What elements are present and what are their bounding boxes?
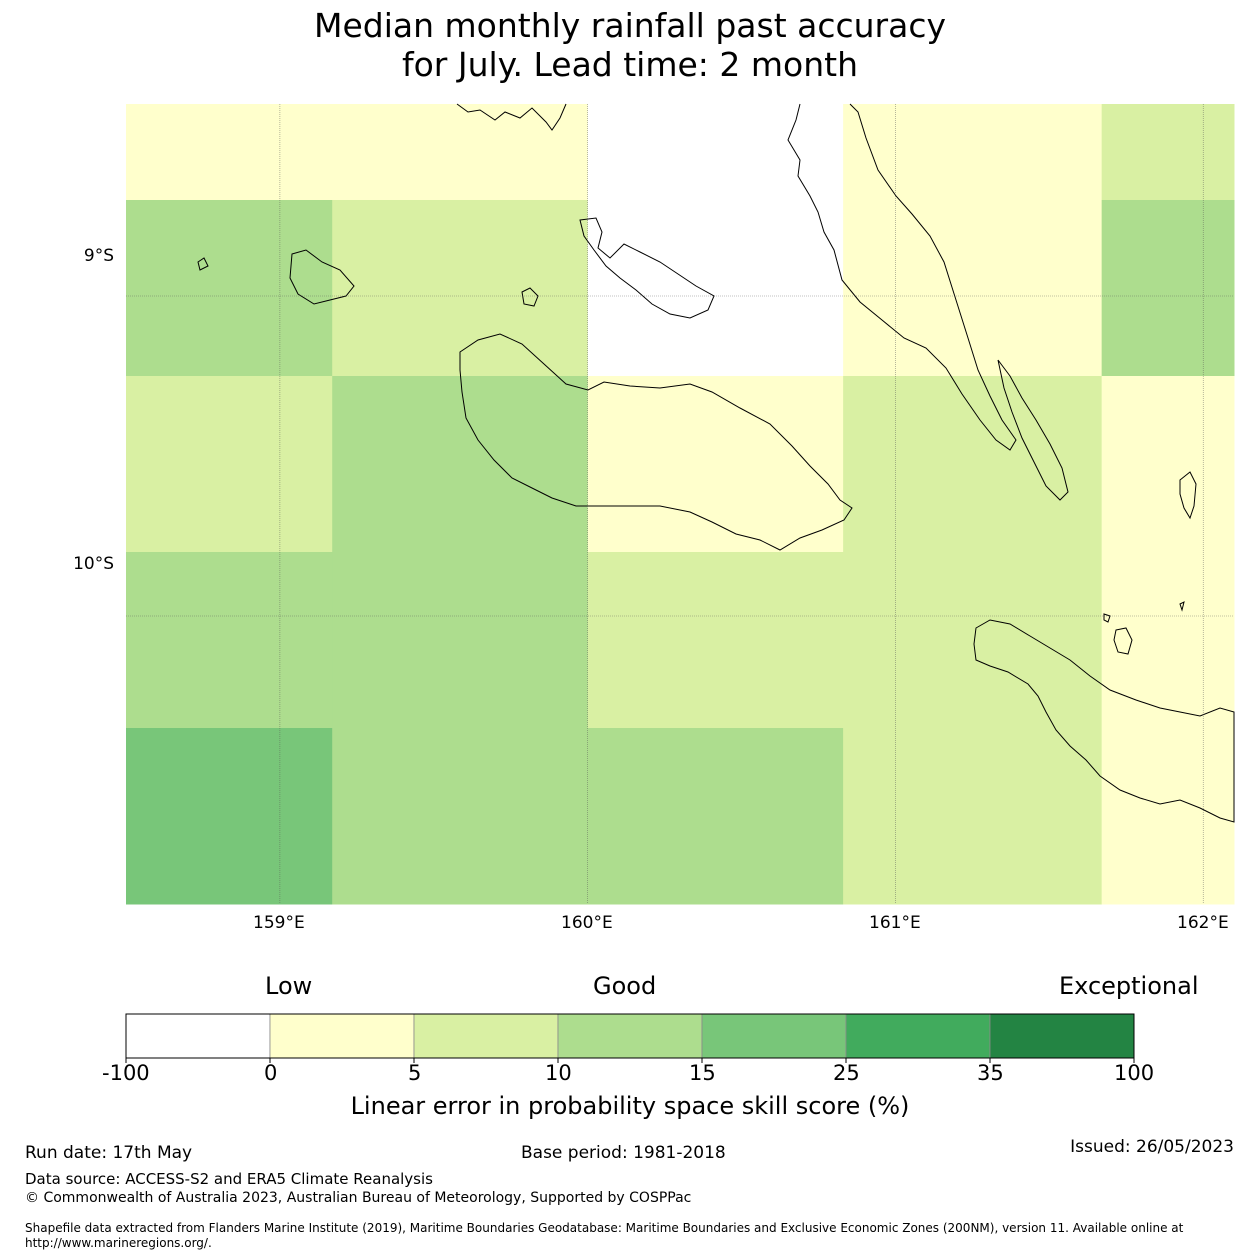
map-title-line1: Median monthly rainfall past accuracy bbox=[313, 6, 947, 45]
lat-label-9s: 9°S bbox=[83, 246, 114, 266]
map-title-line2: for July. Lead time: 2 month bbox=[401, 45, 858, 84]
coastline-islet-1 bbox=[197, 257, 209, 271]
skill-cell bbox=[587, 376, 844, 553]
coastline-islet-4 bbox=[1113, 627, 1133, 655]
skill-cell bbox=[587, 200, 844, 377]
colorbar-segment bbox=[701, 1013, 847, 1059]
colorbar-heading-exceptional: Exceptional bbox=[1059, 972, 1199, 1000]
skill-cell bbox=[1101, 552, 1235, 729]
coastline-santa-isabel-tip bbox=[997, 359, 1069, 501]
colorbar-tick-label: 100 bbox=[1114, 1061, 1155, 1085]
shapefile-credit-line1: Shapefile data extracted from Flanders M… bbox=[25, 1221, 1184, 1235]
colorbar-tick-label: 0 bbox=[264, 1061, 278, 1085]
skill-grid bbox=[126, 104, 1235, 905]
shapefile-credit-line2: http://www.marineregions.org/. bbox=[25, 1236, 212, 1250]
skill-cell bbox=[126, 552, 333, 729]
skill-cell bbox=[126, 200, 333, 377]
colorbar-title: Linear error in probability space skill … bbox=[350, 1092, 910, 1120]
graticule bbox=[126, 104, 1234, 904]
issued-date: Issued: 26/05/2023 bbox=[1070, 1137, 1234, 1157]
skill-cell bbox=[126, 104, 333, 201]
skill-cell bbox=[126, 376, 333, 553]
colorbar-tick-label: 15 bbox=[689, 1061, 716, 1085]
colorbar-heading-good: Good bbox=[593, 972, 657, 1000]
skill-cell bbox=[587, 104, 844, 201]
skill-cell bbox=[126, 728, 333, 905]
lon-label-160e: 160°E bbox=[561, 913, 613, 933]
skill-cell bbox=[1101, 376, 1235, 553]
coastlines bbox=[197, 103, 1235, 823]
lon-label-159e: 159°E bbox=[253, 913, 305, 933]
lat-label-10s: 10°S bbox=[73, 554, 114, 574]
colorbar-segment bbox=[989, 1013, 1135, 1059]
lon-label-161e: 161°E bbox=[869, 913, 921, 933]
coastline-malaita-south bbox=[973, 619, 1235, 823]
coastline-islet-3 bbox=[1179, 471, 1197, 520]
skill-cell bbox=[1101, 200, 1235, 377]
skill-cell bbox=[332, 200, 589, 377]
coastline-islet-5 bbox=[1103, 613, 1111, 623]
colorbar-tick-label: 35 bbox=[977, 1061, 1004, 1085]
copyright: © Commonwealth of Australia 2023, Austra… bbox=[25, 1190, 692, 1206]
colorbar-tick-label: 10 bbox=[545, 1061, 572, 1085]
data-source: Data source: ACCESS-S2 and ERA5 Climate … bbox=[25, 1170, 433, 1188]
skill-cell bbox=[587, 728, 844, 905]
colorbar-segment bbox=[413, 1013, 559, 1059]
colorbar-segment bbox=[269, 1013, 415, 1059]
coastline-new-georgia-north bbox=[456, 103, 567, 131]
run-date: Run date: 17th May bbox=[25, 1143, 193, 1163]
skill-cell bbox=[332, 376, 589, 553]
base-period: Base period: 1981-2018 bbox=[521, 1143, 726, 1163]
skill-cell bbox=[332, 104, 589, 201]
colorbar-tick-label: -100 bbox=[102, 1061, 150, 1085]
coastline-islet-2 bbox=[521, 287, 539, 307]
colorbar-segment bbox=[557, 1013, 703, 1059]
colorbar-tick-label: 25 bbox=[833, 1061, 860, 1085]
skill-cell bbox=[1101, 728, 1235, 905]
lon-label-162e: 162°E bbox=[1177, 913, 1229, 933]
skill-cell bbox=[1101, 104, 1235, 201]
coastline-santa-isabel bbox=[787, 103, 1017, 451]
skill-cell bbox=[843, 552, 1103, 729]
coastline-guadalcanal bbox=[459, 333, 853, 551]
colorbar-segment bbox=[845, 1013, 991, 1059]
skill-cell bbox=[587, 552, 844, 729]
skill-cell bbox=[843, 200, 1103, 377]
skill-cell bbox=[332, 552, 589, 729]
colorbar bbox=[125, 1013, 1135, 1063]
skill-cell bbox=[332, 728, 589, 905]
skill-cell bbox=[843, 104, 1103, 201]
skill-cell bbox=[843, 728, 1103, 905]
colorbar-tick-label: 5 bbox=[408, 1061, 422, 1085]
colorbar-segment bbox=[125, 1013, 271, 1059]
colorbar-frame bbox=[125, 1013, 1135, 1059]
colorbar-heading-low: Low bbox=[265, 972, 313, 1000]
coastline-islet-6 bbox=[1179, 601, 1185, 612]
skill-cell bbox=[843, 376, 1103, 553]
